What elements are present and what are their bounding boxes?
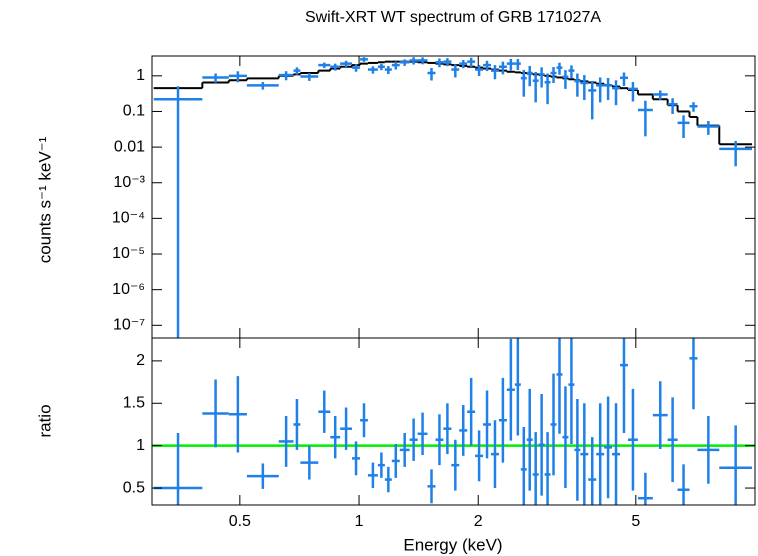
y-tick-label: 10⁻⁶ — [112, 281, 145, 298]
y-tick-label: 10⁻³ — [113, 174, 145, 191]
plot-area — [153, 57, 753, 338]
plot-frame — [151, 337, 756, 506]
y-tick-label: 0.01 — [114, 138, 145, 155]
y-tick-label: 10⁻⁴ — [112, 210, 145, 227]
y-tick-label: 2 — [136, 352, 145, 369]
y-tick-label: 1 — [136, 437, 145, 454]
y-tick-label: 10⁻⁵ — [112, 245, 145, 262]
x-tick-label: 5 — [631, 513, 640, 530]
plot-area — [152, 338, 755, 505]
y-tick-label: 10⁻⁷ — [113, 317, 145, 334]
x-tick-label: 1 — [355, 513, 364, 530]
x-axis-label: Energy (keV) — [403, 535, 502, 554]
x-tick-label: 2 — [474, 513, 483, 530]
y-axis-label: counts s⁻¹ keV⁻¹ — [35, 136, 54, 263]
x-tick-label: 0.5 — [229, 513, 251, 530]
y-tick-label: 0.5 — [123, 479, 145, 496]
chart-title: Swift-XRT WT spectrum of GRB 171027A — [305, 9, 601, 26]
y-tick-label: 1 — [136, 67, 145, 84]
y-tick-label: 0.1 — [123, 103, 145, 120]
y-axis-label: ratio — [35, 404, 54, 437]
y-tick-label: 1.5 — [123, 394, 145, 411]
